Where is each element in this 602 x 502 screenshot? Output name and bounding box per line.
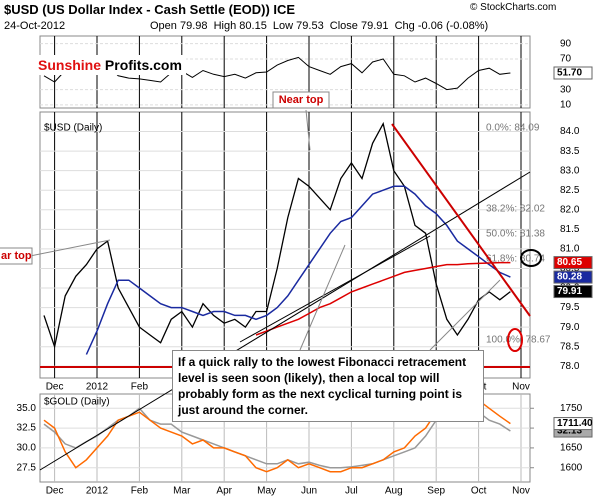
x-tick-label: Feb: [131, 486, 149, 497]
y2-tick-label: 1650: [560, 443, 583, 454]
value-label: 51.70: [557, 68, 582, 79]
pointer: [305, 109, 311, 151]
logo: Sunshine Profits.com: [34, 55, 186, 75]
x-tick-label: Nov: [512, 486, 530, 497]
y-tick-label: 82.0: [560, 204, 580, 215]
y-tick-label: 83.5: [560, 146, 580, 157]
value-box: [553, 270, 593, 284]
x-tick-label: Nov: [512, 382, 530, 393]
x-tick-label: Dec: [46, 382, 64, 393]
ohlc: Open 79.98 High 80.15 Low 79.53 Close 79…: [150, 20, 489, 32]
circle-marker: [520, 249, 542, 267]
x-tick-label: Aug: [385, 486, 403, 497]
series-line: [43, 56, 511, 91]
annotation-box: [272, 91, 330, 109]
value-label: 1711.40: [557, 418, 593, 429]
y-tick-label: 35.0: [17, 403, 37, 414]
value-label: 80.28: [557, 272, 582, 283]
price-panel: [39, 111, 531, 379]
logo-part: Sunshine: [38, 57, 102, 73]
value-box: [553, 417, 593, 431]
y-tick-label: 70: [560, 54, 572, 65]
y-tick-label: 90: [560, 38, 572, 49]
fib-label: 61.8%: 80.74: [486, 254, 545, 265]
y-tick-label: 82.5: [560, 185, 580, 196]
pointer: [429, 279, 501, 351]
y-tick-label: 84.0: [560, 126, 580, 137]
panel-title: $USD (Daily): [44, 123, 102, 134]
trend-line: [239, 235, 431, 343]
y-tick-label: 83.0: [560, 165, 580, 176]
pointer: [29, 239, 111, 257]
value-box: [553, 285, 593, 299]
x-tick-label: Sep: [427, 486, 445, 497]
x-tick-label: Mar: [173, 486, 191, 497]
series-line: [85, 185, 511, 355]
y-tick-label: 27.5: [17, 462, 37, 473]
date: 24-Oct-2012: [4, 20, 66, 32]
x-tick-label: 2012: [86, 382, 109, 393]
y-tick-label: 10: [560, 100, 572, 111]
x-tick-label: May: [257, 486, 276, 497]
note: If a quick rally to the lowest Fibonacci…: [172, 350, 484, 422]
down-trend-line: [391, 123, 531, 317]
source: © StockCharts.com: [470, 2, 557, 13]
y-tick-label: 78.0: [560, 361, 580, 372]
value-box: [553, 256, 593, 270]
series-line: [255, 261, 511, 336]
pointer: [299, 244, 346, 351]
y-tick-label: 78.5: [560, 341, 580, 352]
annotation-box: [0, 247, 33, 265]
y2-tick-label: 1600: [560, 462, 583, 473]
x-tick-label: 2012: [86, 486, 109, 497]
panel-title: $GOLD (Daily): [44, 397, 110, 408]
title: $USD (US Dollar Index - Cash Settle (EOD…: [4, 2, 296, 17]
value-box: [553, 66, 593, 80]
value-label: 79.91: [557, 286, 582, 297]
y-tick-label: 32.5: [17, 423, 37, 434]
x-tick-label: Feb: [131, 382, 149, 393]
x-tick-label: Apr: [216, 486, 232, 497]
trend-line: [39, 171, 531, 471]
fib-label: 0.0%: 84.09: [486, 123, 540, 134]
y-tick-label: 79.0: [560, 322, 580, 333]
fib-label: 50.0%: 81.38: [486, 229, 545, 240]
annotation: Near top: [279, 94, 324, 106]
value-label: 32.13: [557, 426, 582, 437]
fib-label: 38.2%: 82.02: [486, 204, 545, 215]
circle-marker: [507, 328, 523, 352]
value-label: 80.65: [557, 257, 582, 268]
x-tick-label: Oct: [471, 486, 487, 497]
y-tick-label: 30.0: [17, 443, 37, 454]
annotation: ar top: [1, 250, 32, 262]
y-tick-label: 81.0: [560, 244, 580, 255]
y-tick-label: 30: [560, 84, 572, 95]
y-tick-label: 79.5: [560, 302, 580, 313]
y2-tick-label: 1750: [560, 403, 583, 414]
x-tick-label: Jun: [301, 486, 317, 497]
x-tick-label: Dec: [46, 486, 64, 497]
logo-part: Profits.com: [104, 57, 182, 73]
x-tick-label: Jul: [345, 486, 358, 497]
fib-label: 100.0%: 78.67: [486, 335, 551, 346]
y-tick-label: 81.5: [560, 224, 580, 235]
